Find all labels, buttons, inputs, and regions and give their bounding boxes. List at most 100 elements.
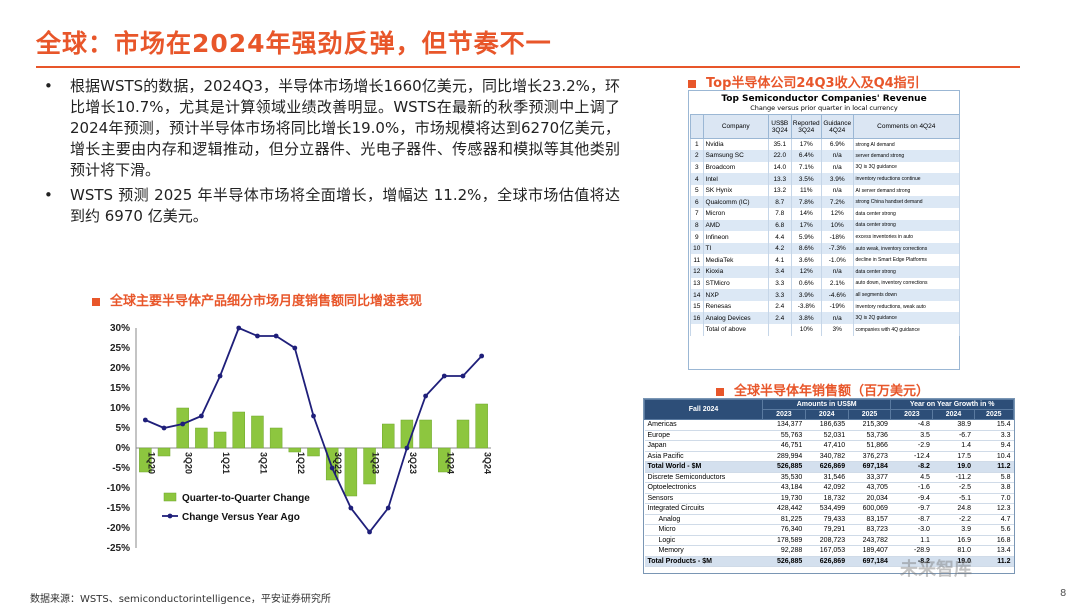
table1-cell: 12% — [820, 208, 854, 220]
table1-heading-text: Top半导体公司24Q3收入及Q4指引 — [706, 76, 920, 91]
table1-cell: 14% — [790, 208, 822, 220]
table2-cell: 208,723 — [805, 535, 849, 546]
table1-cell: 12% — [790, 266, 822, 278]
table2-cell: 215,309 — [848, 419, 891, 431]
table1-cell: strong China handset demand — [852, 196, 961, 209]
y-tick-label: 20% — [110, 363, 130, 374]
y-tick-label: 15% — [110, 383, 130, 394]
table1-header-cell: Comments on 4Q24 — [852, 114, 961, 139]
table1-header-cell — [690, 114, 704, 139]
table1-cell: 16 — [690, 312, 704, 324]
table2-cell: 5.6 — [974, 524, 1014, 536]
table1-cell: Total of above — [702, 324, 770, 336]
table2-cell: 697,184 — [848, 461, 891, 473]
table1-cell: Broadcom — [702, 161, 770, 174]
y-tick-label: 10% — [110, 403, 130, 414]
table2-cell: 526,885 — [762, 556, 806, 567]
table2-cell: -9.4 — [890, 493, 933, 504]
y-tick-label: -20% — [107, 523, 130, 534]
bullet-list: 根据WSTS的数据，2024Q3，半导体市场增长1660亿美元，同比增长23.2… — [44, 76, 620, 231]
table1-cell: 3.6% — [790, 254, 822, 267]
x-tick-label: 3Q22 — [333, 452, 343, 474]
table2-cell: 7.0 — [974, 493, 1014, 504]
table1-cell: n/a — [820, 184, 854, 197]
table1-cell: STMicro — [702, 277, 770, 290]
table-row: 16 Analog Devices 2.4 3.8% n/a 3Q is 2Q guida… — [690, 312, 961, 324]
chart-bar — [307, 447, 320, 457]
table1-cell: NXP — [702, 289, 770, 301]
table1-header-cell: US$B 3Q24 — [768, 114, 792, 139]
table2-cell: 167,053 — [805, 545, 849, 557]
square-bullet-icon — [716, 387, 724, 396]
table2-cell: 35,530 — [762, 472, 806, 483]
table1-cell: data center strong — [852, 219, 961, 232]
series-point — [367, 529, 372, 535]
table1-cell: 3.9% — [820, 173, 854, 185]
table-row: Analog 81,225 79,433 83,157 -8.7 -2.2 4.7 — [644, 514, 1014, 525]
table-row: 9 Infineon 4.4 5.9% -18% excess inventories i… — [690, 231, 961, 243]
table2-grid: Fall 2024 Amounts in US$M Year on Year G… — [644, 399, 1015, 567]
chart-bar — [139, 447, 152, 473]
table2-cell: 3.3 — [974, 430, 1014, 441]
table2-cell: 92,288 — [762, 545, 806, 557]
table2-row-label: Logic — [644, 535, 763, 546]
table1-cell: 2.4 — [768, 300, 792, 313]
table1-cell: 10 — [690, 242, 704, 255]
table2-cell: 17.5 — [932, 451, 975, 462]
table2-cell: 46,751 — [762, 440, 806, 452]
table2-cell: 79,433 — [805, 514, 849, 525]
table1-cell: 3.9% — [790, 289, 822, 301]
chart-bar — [325, 447, 339, 481]
square-bullet-icon — [92, 297, 100, 306]
table1-cell: 3 — [690, 161, 704, 174]
series-point — [236, 325, 242, 331]
table2-cell: 16.9 — [932, 535, 975, 546]
table-row: Logic 178,589 208,723 243,782 1.1 16.9 16.8 — [644, 535, 1014, 546]
y-tick-label: -10% — [107, 483, 130, 494]
table2-row-label: Total World - $M — [644, 461, 763, 473]
table1-cell: n/a — [820, 312, 854, 324]
table2-row-label: Integrated Circuits — [644, 503, 763, 515]
table2-cell: 186,635 — [805, 419, 849, 431]
table2-cell: 5.8 — [974, 472, 1014, 483]
table2-cell: 42,092 — [805, 482, 849, 494]
legend-label-bar: Quarter-to-Quarter Change — [182, 493, 310, 504]
table1-cell: 12 — [690, 266, 704, 278]
annual-sales-table: Fall 2024 Amounts in US$M Year on Year G… — [643, 398, 1015, 574]
page-title: 全球：市场在2024年强劲反弹，但节奏不一 — [36, 29, 552, 58]
table1-cell: n/a — [820, 266, 854, 278]
table2-row-label: Asia Pacific — [644, 451, 763, 462]
table2-cell: 178,589 — [762, 535, 806, 546]
table2-cell: 16.8 — [974, 535, 1014, 546]
table1-cell: all segments down — [852, 289, 961, 301]
table1-cell: 4.1 — [768, 254, 792, 267]
table1-cell: 2.1% — [820, 277, 854, 290]
table1-cell: 7 — [690, 208, 704, 220]
chart-bar — [475, 403, 488, 449]
table-row: Memory 92,288 167,053 189,407 -28.9 81.0 13.4 — [644, 545, 1014, 557]
table2-cell: 243,782 — [848, 535, 891, 546]
page-number: 8 — [1060, 588, 1067, 599]
x-tick-label: 1Q21 — [221, 452, 231, 474]
table2-cell: 4.5 — [890, 472, 933, 483]
table2-cell: 43,184 — [762, 482, 806, 494]
table1-cell: 3% — [820, 324, 854, 336]
table2-cell: 13.4 — [974, 545, 1014, 557]
watermark-text: 未来智库 — [900, 559, 972, 580]
table2-cell: 19,730 — [762, 493, 806, 504]
table2-cell: 51,866 — [848, 440, 891, 452]
table1-cell: -18% — [820, 231, 854, 243]
table2-cell: 38.9 — [932, 419, 975, 431]
table2-cell: 4.7 — [974, 514, 1014, 525]
table2-row-label: Japan — [644, 440, 763, 452]
table2-row-label: Optoelectronics — [644, 482, 763, 494]
table2-cell: 81,225 — [762, 514, 806, 525]
table1-cell: AI server demand strong — [852, 184, 961, 197]
table1-cell: 8 — [690, 219, 704, 232]
table2-cell: 15.4 — [974, 419, 1014, 431]
table1-cell: auto weak, inventory corrections — [852, 242, 961, 255]
table1-cell: -4.6% — [820, 289, 854, 301]
table1-cell: 13 — [690, 277, 704, 290]
y-tick-label: 25% — [110, 343, 130, 354]
table-row: 8 AMD 6.8 17% 10% data center strong — [690, 219, 961, 232]
